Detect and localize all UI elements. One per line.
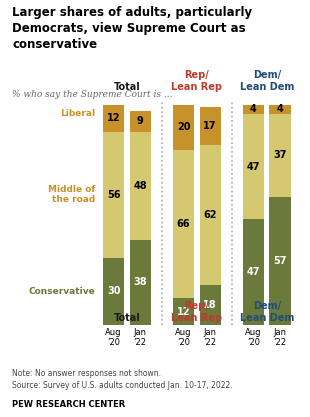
Bar: [103, 105, 124, 132]
Text: 20: 20: [177, 122, 190, 132]
Text: 47: 47: [247, 161, 260, 171]
Bar: [200, 145, 221, 285]
Text: Note: No answer responses not shown.
Source: Survey of U.S. adults conducted Jan: Note: No answer responses not shown. Sou…: [12, 369, 233, 390]
Text: 30: 30: [107, 286, 120, 296]
Text: % who say the Supreme Court is ...: % who say the Supreme Court is ...: [12, 90, 173, 99]
Bar: [200, 107, 221, 145]
Text: PEW RESEARCH CENTER: PEW RESEARCH CENTER: [12, 400, 126, 409]
Bar: [243, 113, 264, 219]
Text: 56: 56: [107, 190, 120, 200]
Text: Conservative: Conservative: [28, 287, 95, 296]
Bar: [103, 132, 124, 258]
Bar: [173, 150, 194, 298]
Bar: [243, 105, 264, 113]
Text: 37: 37: [273, 150, 287, 160]
Text: 4: 4: [277, 104, 283, 114]
Text: 48: 48: [133, 181, 147, 191]
Bar: [130, 132, 151, 240]
Bar: [269, 197, 291, 325]
Text: 12: 12: [177, 307, 190, 317]
Text: 62: 62: [203, 210, 217, 220]
Text: Dem/
Lean Dem: Dem/ Lean Dem: [240, 301, 294, 323]
Text: 66: 66: [177, 219, 190, 229]
Bar: [269, 113, 291, 197]
Bar: [200, 285, 221, 325]
Bar: [269, 105, 291, 113]
Text: Larger shares of adults, particularly
Democrats, view Supreme Court as
conservat: Larger shares of adults, particularly De…: [12, 6, 253, 51]
Bar: [243, 219, 264, 325]
Text: Total: Total: [113, 313, 140, 323]
Text: Rep/
Lean Rep: Rep/ Lean Rep: [171, 70, 222, 92]
Text: Total: Total: [113, 82, 140, 92]
Bar: [173, 105, 194, 150]
Text: 12: 12: [107, 113, 120, 123]
Text: 38: 38: [133, 277, 147, 287]
Bar: [173, 298, 194, 325]
Bar: [130, 111, 151, 132]
Bar: [103, 258, 124, 325]
Text: 4: 4: [250, 104, 257, 114]
Text: Liberal: Liberal: [60, 109, 95, 118]
Text: 47: 47: [247, 267, 260, 277]
Text: 57: 57: [273, 256, 287, 266]
Text: Dem/
Lean Dem: Dem/ Lean Dem: [240, 70, 294, 92]
Text: Rep/
Lean Rep: Rep/ Lean Rep: [171, 301, 222, 323]
Text: 18: 18: [203, 300, 217, 310]
Text: 17: 17: [203, 121, 217, 131]
Text: 9: 9: [137, 116, 144, 126]
Bar: [130, 240, 151, 325]
Text: Middle of
the road: Middle of the road: [48, 185, 95, 204]
